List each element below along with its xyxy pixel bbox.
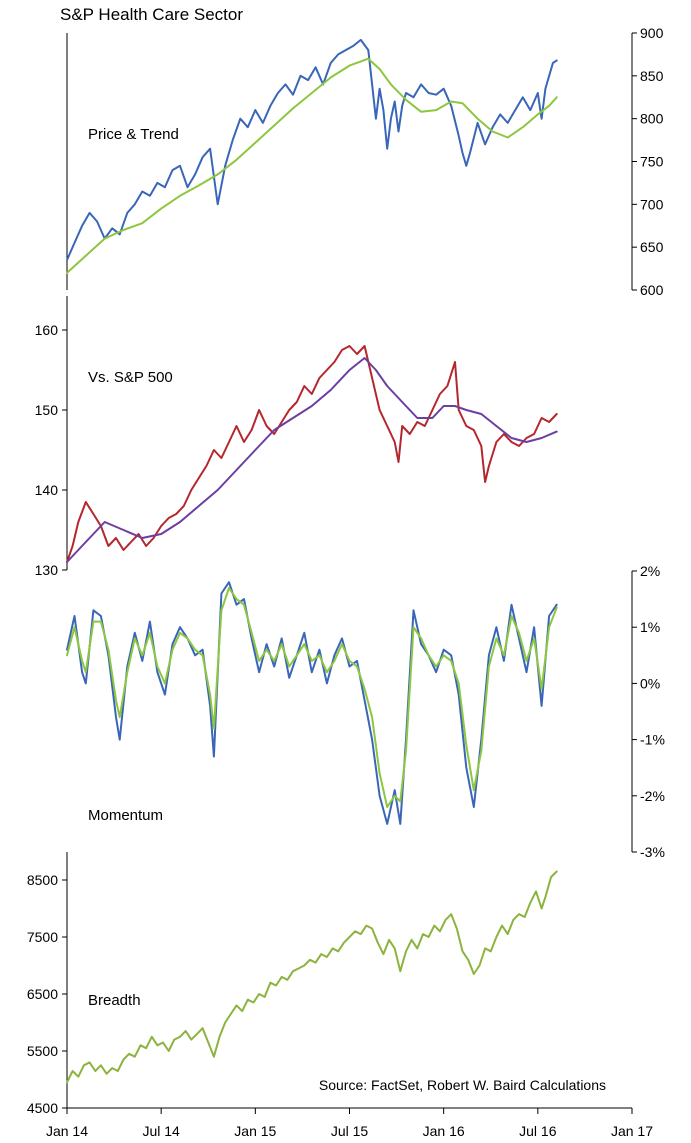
price-tick-label: 800 [640, 111, 664, 127]
breadth-series-0-line [66, 870, 558, 1084]
price-axis-ticks: 900 850 800 750 700 650 600 [632, 25, 664, 298]
x-tick-label: Jan 15 [234, 1123, 276, 1139]
breadth-axis-ticks: 8500 7500 6500 5500 4500 [27, 872, 67, 1116]
x-tick-label: Jan 14 [46, 1123, 88, 1139]
x-tick-label: Jan 16 [423, 1123, 465, 1139]
momentum-tick-label: -3% [640, 844, 665, 860]
source-note: Source: FactSet, Robert W. Baird Calcula… [319, 1077, 606, 1093]
panel-relative: 160 150 140 130 Vs. S&P 500 [35, 296, 558, 578]
relative-tick-label: 140 [35, 482, 59, 498]
price-series-0-line [66, 38, 558, 261]
breadth-tick-label: 7500 [27, 929, 58, 945]
momentum-series-group [66, 581, 558, 825]
price-series-1-line [66, 57, 558, 274]
breadth-tick-label: 5500 [27, 1043, 58, 1059]
relative-tick-label: 150 [35, 402, 59, 418]
relative-series-group [66, 345, 558, 563]
panel-price: 900 850 800 750 700 650 600 Price & Trend [66, 25, 664, 298]
relative-tick-label: 130 [35, 562, 59, 578]
momentum-axis-ticks: 2% 1% 0% -1% -2% -3% [632, 563, 665, 860]
breadth-tick-label: 4500 [27, 1100, 58, 1116]
relative-series-1-line [66, 357, 558, 563]
price-tick-label: 700 [640, 196, 664, 212]
x-tick-label: Jan 17 [611, 1123, 653, 1139]
relative-series-0-line [66, 345, 558, 563]
momentum-series-1-line [66, 586, 558, 808]
breadth-tick-label: 6500 [27, 986, 58, 1002]
price-tick-label: 750 [640, 154, 664, 170]
momentum-series-0-line [66, 581, 558, 825]
x-axis-ticks: Jan 14 Jul 14 Jan 15 Jul 15 Jan 16 Jul 16 Jan … [46, 1108, 653, 1139]
price-tick-label: 850 [640, 68, 664, 84]
momentum-panel-label: Momentum [88, 807, 163, 824]
price-panel-label: Price & Trend [88, 126, 179, 143]
panel-breadth: 8500 7500 6500 5500 4500 Breadth Source: Fac… [27, 852, 632, 1116]
chart-title: S&P Health Care Sector [60, 5, 243, 24]
momentum-tick-label: 1% [640, 619, 660, 635]
x-tick-label: Jul 14 [142, 1123, 180, 1139]
price-series-group [66, 38, 558, 274]
x-tick-label: Jul 15 [331, 1123, 369, 1139]
relative-tick-label: 160 [35, 322, 59, 338]
momentum-tick-label: 2% [640, 563, 660, 579]
momentum-tick-label: -2% [640, 788, 665, 804]
breadth-series-group [66, 870, 558, 1084]
panel-momentum: 2% 1% 0% -1% -2% -3% Momentum [66, 563, 665, 860]
breadth-panel-label: Breadth [88, 992, 141, 1009]
momentum-tick-label: 0% [640, 675, 660, 691]
price-tick-label: 900 [640, 25, 664, 41]
relative-panel-label: Vs. S&P 500 [88, 369, 173, 386]
price-tick-label: 650 [640, 239, 664, 255]
momentum-tick-label: -1% [640, 732, 665, 748]
relative-axis-ticks: 160 150 140 130 [35, 322, 67, 578]
x-tick-label: Jul 16 [519, 1123, 557, 1139]
price-tick-label: 600 [640, 282, 664, 298]
breadth-tick-label: 8500 [27, 872, 58, 888]
